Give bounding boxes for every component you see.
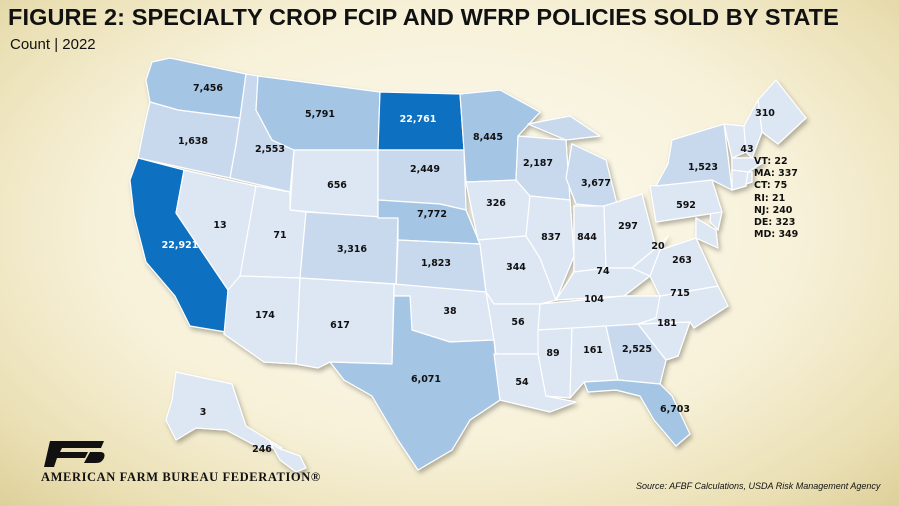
state-value-sc: 181 xyxy=(657,318,677,329)
state-shape-small-5 xyxy=(695,217,719,249)
state-shape-ny xyxy=(655,123,733,191)
state-shape-ga xyxy=(605,323,667,385)
state-shape-ms xyxy=(537,327,573,399)
state-value-me: 310 xyxy=(755,108,775,119)
state-shape-fl xyxy=(583,379,691,447)
state-value-ia: 326 xyxy=(486,198,506,209)
state-value-nv: 13 xyxy=(213,220,226,231)
state-value-nm: 617 xyxy=(330,320,350,331)
small-state-nj: NJ: 240 xyxy=(754,204,793,216)
state-value-wy: 656 xyxy=(327,180,347,191)
state-shape-hi xyxy=(269,441,307,473)
state-shape-small-2 xyxy=(731,169,749,191)
state-value-wv: 20 xyxy=(651,241,665,252)
state-shape-wv xyxy=(631,235,669,277)
small-states-list: VT: 22 MA: 337 CT: 75 RI: 21 NJ: 240 DE:… xyxy=(754,156,798,241)
state-value-mo: 344 xyxy=(506,262,526,273)
state-value-nd: 22,761 xyxy=(400,114,437,125)
logo-mark xyxy=(44,441,104,467)
state-shape-ak xyxy=(165,371,283,449)
state-shape-small-3 xyxy=(745,171,753,185)
state-value-mt: 5,791 xyxy=(305,109,335,120)
state-value-id: 2,553 xyxy=(255,144,285,155)
page-subtitle: Count | 2022 xyxy=(10,36,96,53)
state-value-nh: 43 xyxy=(740,144,753,155)
state-shape-tx xyxy=(329,295,501,471)
state-value-ak: 3 xyxy=(200,407,207,418)
state-value-mi: 3,677 xyxy=(581,178,611,189)
state-value-az: 174 xyxy=(255,310,275,321)
state-value-in: 844 xyxy=(577,232,597,243)
state-value-tx: 6,071 xyxy=(411,374,441,385)
state-value-co: 3,316 xyxy=(337,244,367,255)
state-value-pa: 592 xyxy=(676,200,696,211)
state-value-va: 263 xyxy=(672,255,692,266)
state-value-tn: 104 xyxy=(584,294,604,305)
source-note: Source: AFBF Calculations, USDA Risk Man… xyxy=(636,481,881,491)
state-value-ar: 56 xyxy=(511,317,525,328)
small-state-de: DE: 323 xyxy=(754,217,796,229)
state-value-ms: 89 xyxy=(546,348,559,359)
logo-text: AMERICAN FARM BUREAU FEDERATION® xyxy=(41,470,321,484)
state-value-sd: 2,449 xyxy=(410,164,440,175)
state-value-or: 1,638 xyxy=(178,136,208,147)
state-shape-nh xyxy=(743,99,763,159)
state-value-ga: 2,525 xyxy=(622,344,652,355)
small-state-ri: RI: 21 xyxy=(754,192,786,204)
afbf-logo xyxy=(44,441,105,467)
state-value-ks: 1,823 xyxy=(421,258,451,269)
page-title: FIGURE 2: SPECIALTY CROP FCIP AND WFRP P… xyxy=(8,4,839,30)
small-state-md: MD: 349 xyxy=(754,229,799,241)
state-value-al: 161 xyxy=(583,345,603,356)
state-value-fl: 6,703 xyxy=(660,404,690,415)
logo-mark-b xyxy=(84,452,105,463)
state-value-ut: 71 xyxy=(273,230,286,241)
state-value-wi: 2,187 xyxy=(523,158,553,169)
state-value-hi: 246 xyxy=(252,444,272,455)
state-value-ca: 22,921 xyxy=(162,240,199,251)
state-value-il: 837 xyxy=(541,232,561,243)
state-value-la: 54 xyxy=(515,377,529,388)
state-value-ne: 7,772 xyxy=(417,209,447,220)
state-value-ky: 74 xyxy=(596,266,610,277)
state-value-ny: 1,523 xyxy=(688,162,718,173)
state-value-oh: 297 xyxy=(618,221,638,232)
state-value-mn: 8,445 xyxy=(473,132,503,143)
state-value-ok: 38 xyxy=(443,306,457,317)
state-value-nc: 715 xyxy=(670,288,690,299)
state-value-wa: 7,456 xyxy=(193,83,223,94)
state-shape-ia xyxy=(465,179,531,241)
small-state-ct: CT: 75 xyxy=(754,180,788,192)
small-state-ma: MA: 337 xyxy=(754,168,798,180)
small-state-vt: VT: 22 xyxy=(754,156,788,167)
state-shape-small-1 xyxy=(731,157,765,173)
